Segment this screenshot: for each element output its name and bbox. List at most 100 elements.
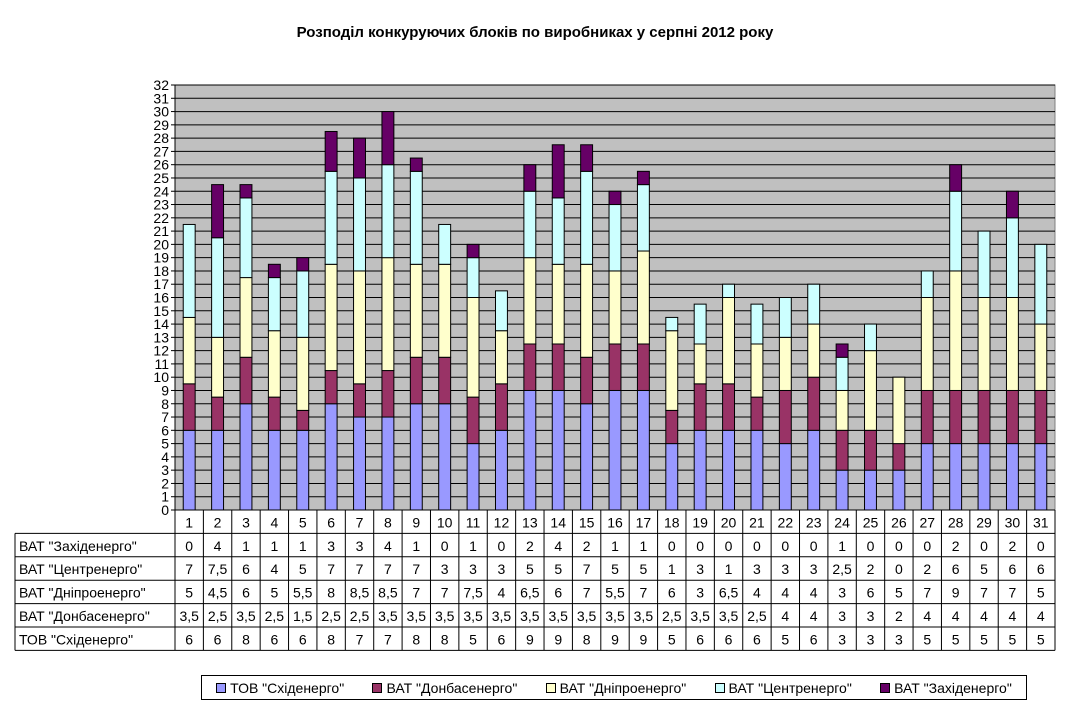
bar-segment bbox=[750, 343, 764, 398]
table-cell: 0 bbox=[185, 538, 193, 554]
bar-segment bbox=[722, 429, 736, 511]
table-cell: 4 bbox=[1037, 608, 1045, 624]
table-cell: 5 bbox=[639, 561, 647, 577]
bar-segment bbox=[580, 170, 594, 265]
x-tick-label: 2 bbox=[214, 514, 222, 530]
bar-segment bbox=[324, 403, 338, 511]
bar-segment bbox=[807, 323, 821, 378]
table-cell: 6 bbox=[696, 631, 704, 647]
bar-segment bbox=[466, 297, 480, 398]
bar-segment bbox=[381, 416, 395, 511]
bar-segment bbox=[523, 190, 537, 259]
bar-segment bbox=[778, 336, 792, 391]
bar-segment bbox=[892, 469, 906, 511]
table-cell: 7 bbox=[583, 561, 591, 577]
table-cell: 7 bbox=[583, 585, 591, 601]
bar-segment bbox=[977, 297, 991, 391]
bar-segment bbox=[494, 383, 508, 431]
table-cell: 1 bbox=[299, 538, 307, 554]
table-cell: 3 bbox=[867, 608, 875, 624]
bar-segment bbox=[523, 257, 537, 345]
legend-swatch bbox=[880, 682, 891, 693]
x-tick-label: 16 bbox=[607, 514, 623, 530]
table-cell: 3 bbox=[469, 561, 477, 577]
table-cell: 3,5 bbox=[463, 608, 483, 624]
table-cell: 5,5 bbox=[605, 585, 625, 601]
y-tick-label: 14 bbox=[153, 316, 169, 332]
bar-segment bbox=[324, 170, 338, 265]
bar-segment bbox=[722, 383, 736, 431]
bar-segment bbox=[693, 343, 707, 385]
table-cell: 4 bbox=[753, 585, 761, 601]
bar-segment bbox=[494, 429, 508, 511]
table-cell: 3 bbox=[498, 561, 506, 577]
bar-segment bbox=[466, 443, 480, 511]
table-cell: 2 bbox=[526, 538, 534, 554]
bar-segment bbox=[182, 383, 196, 431]
bar-segment bbox=[864, 323, 877, 352]
table-cell: 6 bbox=[1037, 561, 1045, 577]
table-cell: 5 bbox=[1037, 631, 1045, 647]
table-cell: 5 bbox=[781, 631, 789, 647]
table-cell: 5,5 bbox=[293, 585, 313, 601]
x-tick-label: 12 bbox=[494, 514, 510, 530]
table-cell: 7,5 bbox=[463, 585, 483, 601]
table-cell: 0 bbox=[781, 538, 789, 554]
y-tick-label: 20 bbox=[153, 236, 169, 252]
bar-segment bbox=[353, 177, 366, 272]
table-cell: 6,5 bbox=[719, 585, 739, 601]
bar-segment bbox=[580, 356, 594, 405]
table-cell: 7 bbox=[384, 631, 392, 647]
legend-label: ВАТ "Центренерго" bbox=[728, 679, 852, 696]
table-series-name: ТОВ "Східенерго" bbox=[19, 631, 133, 647]
bar-segment bbox=[750, 303, 764, 345]
x-tick-label: 1 bbox=[185, 514, 193, 530]
legend-swatch bbox=[545, 682, 556, 693]
bar-segment bbox=[778, 443, 792, 511]
bar-segment bbox=[381, 164, 395, 259]
table-cell: 1 bbox=[668, 561, 676, 577]
bar-segment bbox=[523, 389, 537, 511]
bar-segment bbox=[864, 469, 877, 511]
x-tick-label: 26 bbox=[891, 514, 907, 530]
bar-segment bbox=[267, 330, 281, 398]
bar-segment bbox=[324, 370, 338, 405]
bar-segment bbox=[438, 263, 452, 358]
legend-item: ТОВ "Східенерго" bbox=[216, 680, 344, 696]
bar-segment bbox=[920, 270, 934, 298]
x-tick-label: 21 bbox=[749, 514, 765, 530]
y-tick-label: 24 bbox=[153, 183, 169, 199]
table-cell: 1 bbox=[611, 538, 619, 554]
bar-segment bbox=[494, 330, 508, 385]
bar-segment bbox=[665, 409, 679, 445]
bar-segment bbox=[296, 257, 310, 272]
bar-segment bbox=[949, 270, 963, 391]
y-tick-label: 7 bbox=[161, 409, 169, 425]
bar-segment bbox=[1005, 389, 1019, 445]
table-cell: 5 bbox=[980, 561, 988, 577]
table-cell: 0 bbox=[895, 538, 903, 554]
bar-segment bbox=[949, 443, 963, 511]
table-cell: 2 bbox=[952, 538, 960, 554]
table-cell: 2,5 bbox=[747, 608, 767, 624]
x-tick-label: 5 bbox=[299, 514, 307, 530]
bar-segment bbox=[239, 356, 253, 405]
bar-segment bbox=[296, 409, 310, 431]
bar-segment bbox=[353, 416, 366, 511]
bar-segment bbox=[239, 277, 253, 358]
bar-segment bbox=[182, 223, 196, 318]
bar-segment bbox=[211, 336, 225, 398]
table-cell: 3,5 bbox=[378, 608, 398, 624]
bar-segment bbox=[636, 184, 650, 252]
table-cell: 4 bbox=[980, 608, 988, 624]
table-cell: 3,5 bbox=[577, 608, 597, 624]
table-cell: 0 bbox=[810, 538, 818, 554]
bar-segment bbox=[438, 356, 452, 405]
table-cell: 5 bbox=[895, 585, 903, 601]
bar-segment bbox=[551, 389, 565, 511]
y-tick-label: 22 bbox=[153, 210, 169, 226]
x-tick-label: 8 bbox=[384, 514, 392, 530]
y-tick-label: 12 bbox=[153, 343, 169, 359]
table-cell: 7 bbox=[384, 561, 392, 577]
